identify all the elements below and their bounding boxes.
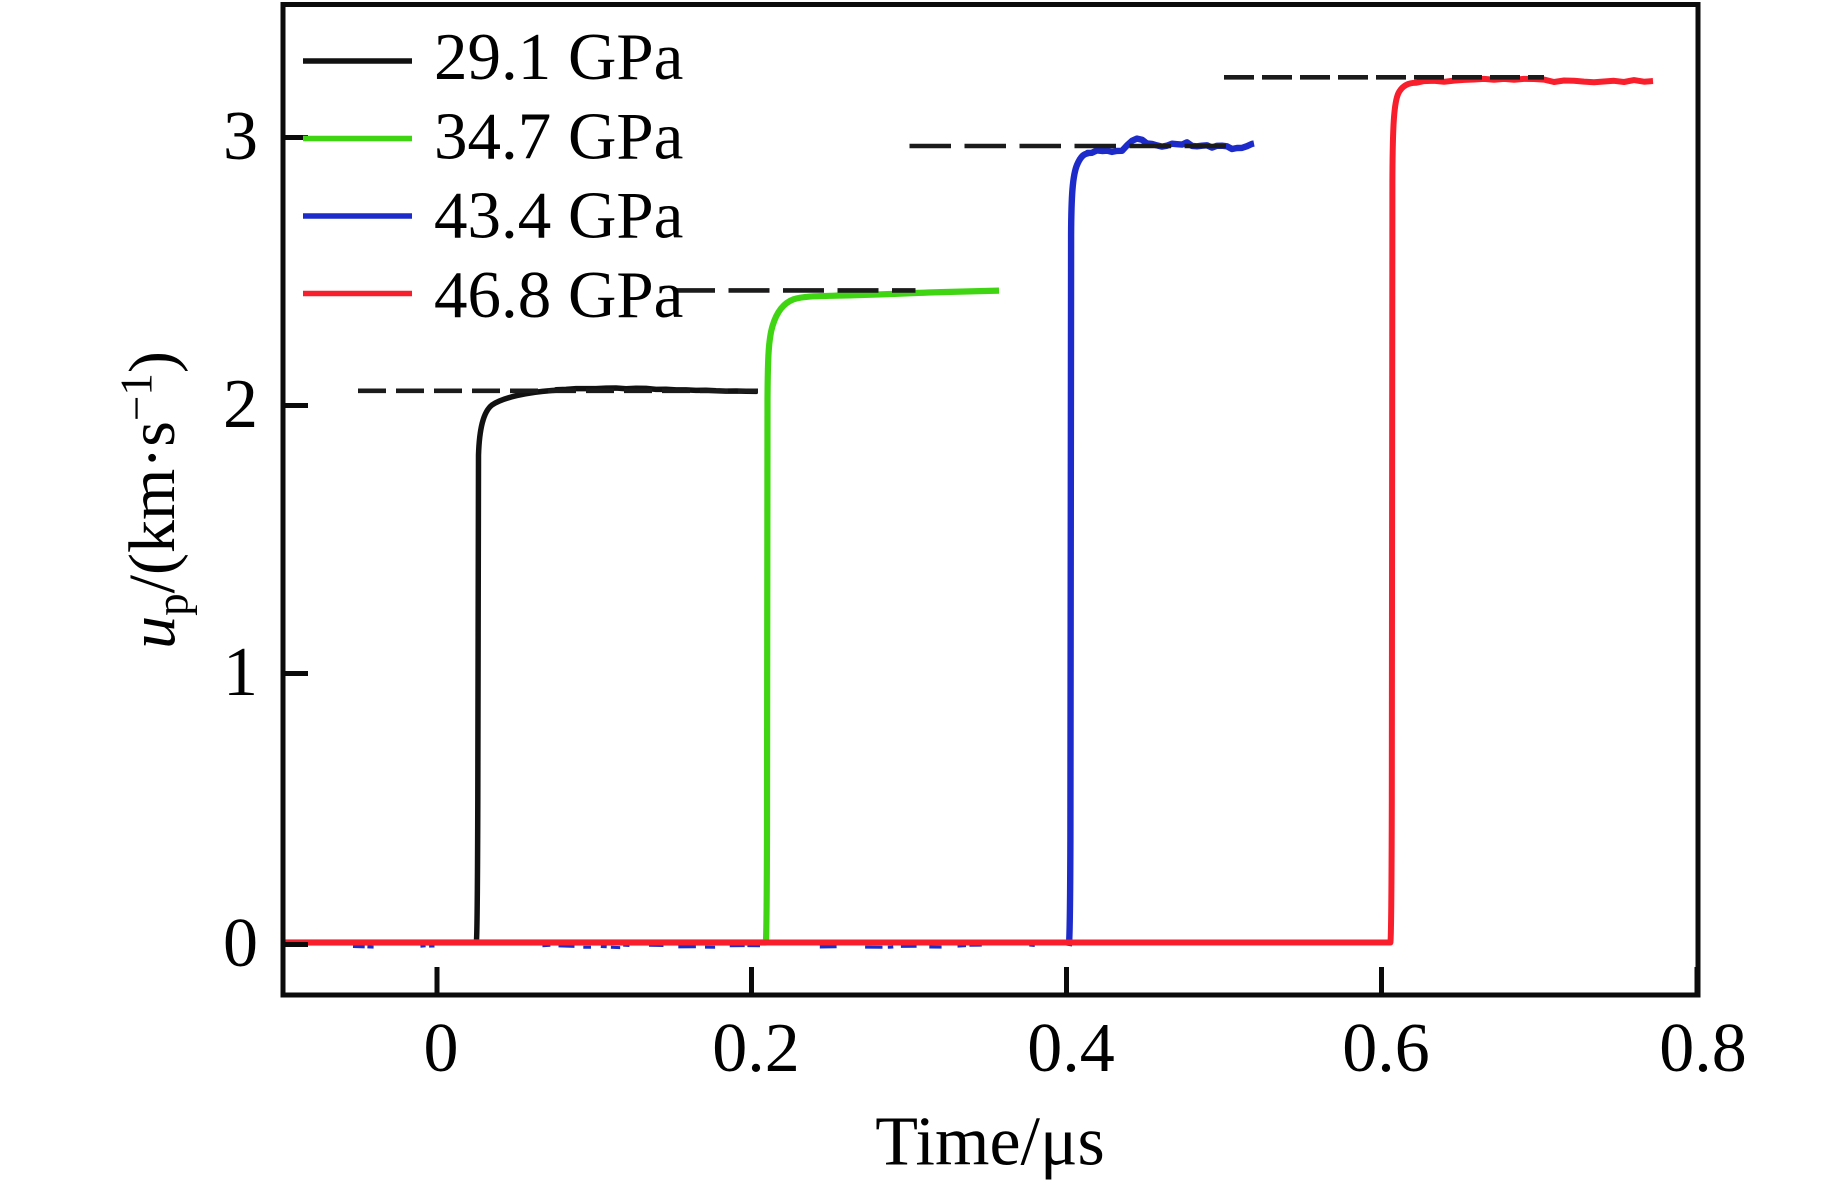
svg-text:0.4: 0.4: [1027, 1010, 1115, 1087]
svg-text:up/(km·s−1): up/(km·s−1): [112, 351, 198, 649]
svg-text:29.1 GPa: 29.1 GPa: [434, 20, 683, 94]
svg-text:0: 0: [424, 1010, 459, 1087]
svg-text:0.6: 0.6: [1342, 1010, 1430, 1087]
svg-text:0.8: 0.8: [1659, 1010, 1747, 1087]
svg-text:0: 0: [223, 905, 258, 982]
svg-text:43.4 GPa: 43.4 GPa: [434, 179, 683, 253]
svg-text:46.8 GPa: 46.8 GPa: [434, 258, 683, 332]
svg-text:Time/μs: Time/μs: [875, 1104, 1104, 1181]
svg-text:0.2: 0.2: [712, 1010, 800, 1087]
svg-text:2: 2: [223, 366, 258, 443]
svg-text:1: 1: [223, 634, 258, 711]
svg-text:3: 3: [223, 98, 258, 175]
svg-text:34.7 GPa: 34.7 GPa: [434, 100, 683, 174]
